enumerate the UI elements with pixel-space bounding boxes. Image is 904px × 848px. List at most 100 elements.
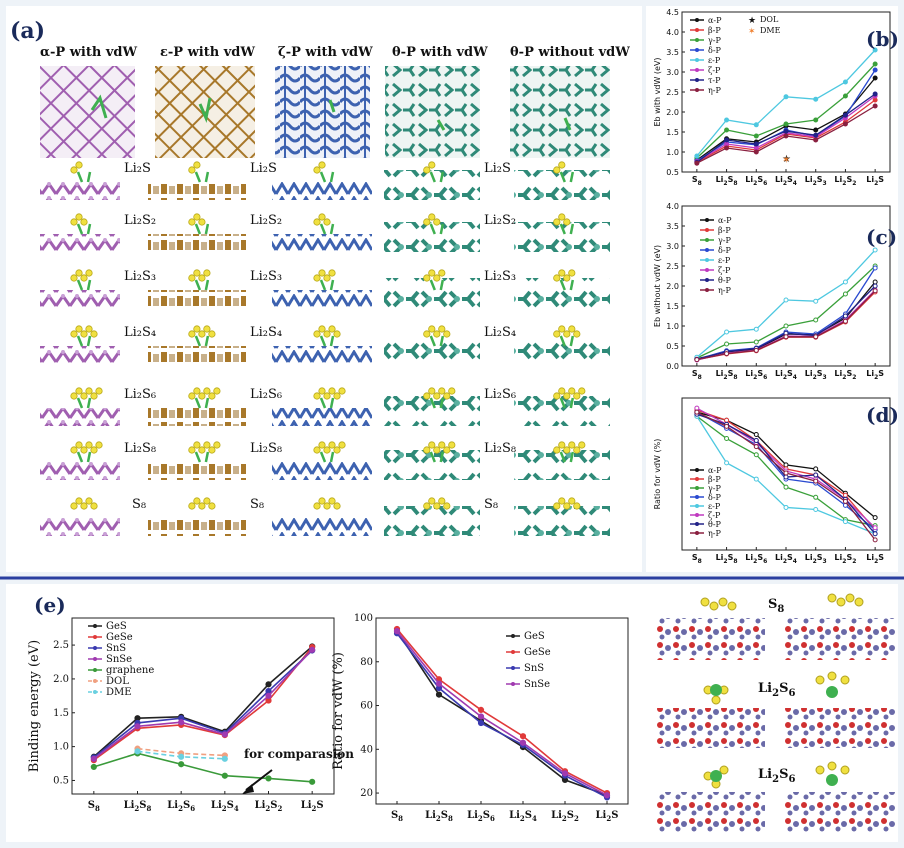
legend-marker — [695, 531, 699, 535]
chart-e-binding-energy: 0.5 1.0 1.5 2.0 2.5 Binding energy (eV) S8 Li2S… — [27, 617, 354, 813]
legend-label: GeS — [106, 621, 127, 632]
top-view-lattices — [40, 66, 610, 158]
data-point-β-P — [842, 492, 848, 498]
data-point-ε-P — [842, 519, 848, 525]
adsorbate-li2s8-col0 — [70, 441, 103, 463]
adsorbate-li2s3-col1 — [188, 269, 211, 291]
data-point-γ-P — [724, 127, 730, 133]
series-line-GeSe — [396, 628, 608, 794]
legend-marker — [705, 258, 709, 262]
data-point-SnSe — [393, 628, 401, 635]
data-point-η-P — [842, 318, 848, 324]
legend-label: θ-P — [708, 520, 722, 529]
lattice-theta-top — [385, 66, 480, 158]
data-point-γ-P — [813, 494, 819, 500]
xtick-label: Li2S3 — [805, 553, 827, 565]
lattice-alpha-top — [40, 66, 135, 158]
species-label-li2s4-1: Li₂S₄ — [250, 325, 282, 340]
legend-marker — [93, 657, 97, 661]
legend-label: α-P — [718, 216, 732, 225]
label-li2s6-right-2: Li2S6 — [758, 767, 795, 785]
legend-marker — [705, 248, 709, 252]
legend-label: ζ-P — [718, 266, 731, 275]
xtick-label: Li2S4 — [775, 369, 797, 381]
ges-structures: S8 Li2S6 Li2S6 — [655, 593, 895, 834]
xtick-label: Li2S4 — [775, 175, 797, 187]
data-point-SnSe — [435, 680, 443, 687]
xtick-label: Li2S — [866, 553, 884, 565]
adsorbate-li2s8-col3 — [423, 441, 456, 463]
ges-slab-5 — [655, 792, 765, 834]
ytick-label: 0.5 — [666, 168, 679, 177]
data-point-δ-P — [872, 67, 878, 73]
data-point-ε-P — [783, 297, 789, 303]
xtick-label: Li2S — [866, 175, 884, 187]
data-point-η-P — [753, 149, 759, 155]
title-zeta-vdw: ζ-P with vdW — [278, 45, 373, 60]
data-point-graphene — [178, 761, 185, 768]
legend-label: η-P — [718, 286, 731, 295]
data-point-ζ-P — [753, 145, 759, 151]
data-point-α-P — [783, 462, 789, 468]
xtick-label: Li2S6 — [745, 175, 767, 187]
xtick-label: Li2S2 — [255, 800, 283, 813]
data-point-ε-P — [753, 122, 759, 128]
data-point-SnSe — [221, 731, 228, 738]
legend-label: η-P — [708, 86, 721, 95]
data-point-ε-P — [783, 504, 789, 510]
xtick-label: Li2S — [301, 800, 324, 813]
series-line-GeS — [93, 645, 313, 758]
data-point-τ-P — [724, 137, 730, 143]
ytick-label: 60 — [360, 701, 373, 712]
legend-marker — [93, 679, 97, 683]
legend-marker — [695, 495, 699, 499]
data-point-ε-P — [842, 279, 848, 285]
ytick-label: 20 — [360, 788, 373, 799]
data-point-GeS — [435, 691, 443, 698]
panel-c-background — [646, 200, 898, 390]
legend-label: ε-P — [718, 256, 731, 265]
ytick-label: 2.0 — [53, 674, 69, 685]
legend-label: δ-P — [718, 246, 732, 255]
slab-li2s4-col2 — [272, 346, 372, 364]
adsorbate-marks — [90, 94, 572, 131]
slab-li2s3-col2 — [272, 290, 372, 308]
panel-e-label: (e) — [34, 593, 66, 617]
ytick-label: 1.0 — [666, 148, 679, 157]
ytick-label: 3.5 — [666, 222, 679, 231]
ytick-label: 1.0 — [666, 322, 679, 331]
data-point-GeS — [265, 681, 272, 688]
series-line-SnSe — [93, 649, 313, 760]
ytick-label: 1.5 — [666, 128, 679, 137]
legend-marker — [695, 28, 699, 32]
species-label-li2s3-1: Li₂S₃ — [250, 269, 282, 284]
data-point-θ-P — [783, 474, 789, 480]
li-atoms — [710, 684, 838, 786]
marker-DOL: ★ — [782, 154, 791, 165]
data-point-ε-P — [724, 117, 730, 123]
panel-d-background — [646, 390, 898, 572]
data-point-SnS — [477, 719, 485, 727]
adsorbate-li2s2-col0 — [70, 213, 92, 235]
legend-marker — [695, 522, 699, 526]
panel-b-background — [646, 6, 898, 200]
legend-marker — [695, 504, 699, 508]
data-point-α-P — [872, 515, 878, 521]
legend-marker — [705, 218, 709, 222]
adsorbate-s8-col1 — [188, 497, 216, 510]
data-point-η-P — [783, 470, 789, 476]
adsorbate-li2s8-col1 — [188, 441, 221, 463]
y-axis-label: Eb with vdW (eV) — [653, 57, 662, 126]
slab-li2s4-col0 — [40, 346, 120, 364]
annotation-for-comparasion: for comparasion — [244, 747, 354, 761]
data-point-θ-P — [872, 283, 878, 289]
adsorbate-li2s6-col1 — [188, 387, 221, 409]
data-point-β-P — [872, 97, 878, 103]
slab-li2s4-col1 — [148, 346, 246, 364]
data-point-α-P — [753, 431, 759, 437]
adsorbate-li2s-col2 — [313, 161, 335, 183]
plot-frame — [375, 617, 629, 805]
data-point-η-P — [694, 160, 700, 166]
data-point-η-P — [842, 498, 848, 504]
